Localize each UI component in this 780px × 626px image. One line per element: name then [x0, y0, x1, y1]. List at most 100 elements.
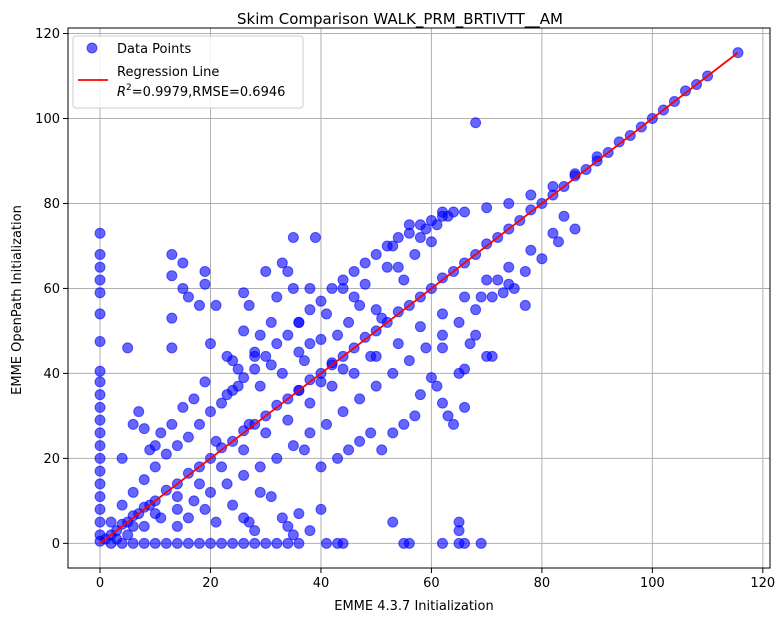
data-point [436, 342, 448, 354]
data-point [193, 299, 205, 311]
data-point [193, 537, 205, 549]
y-tick-label: 60 [43, 282, 60, 297]
data-point [282, 520, 294, 532]
data-point [182, 291, 194, 303]
data-point [94, 336, 106, 348]
data-point [182, 467, 194, 479]
data-point [332, 329, 344, 341]
data-point [359, 257, 371, 269]
y-ticks: 0 20 40 60 80 100 120 [35, 27, 68, 552]
data-point [436, 272, 448, 284]
data-point [414, 389, 426, 401]
data-point [271, 537, 283, 549]
data-point [459, 401, 471, 413]
data-point [547, 227, 559, 239]
data-point [199, 278, 211, 290]
data-point [293, 508, 305, 520]
data-point [94, 427, 106, 439]
data-point [525, 244, 537, 256]
data-point [127, 486, 139, 498]
data-point [464, 338, 476, 350]
x-tick-label: 80 [534, 576, 551, 591]
data-point [503, 197, 515, 209]
data-point [166, 418, 178, 430]
data-point [332, 452, 344, 464]
data-point [481, 274, 493, 286]
data-point [370, 304, 382, 316]
data-point [337, 537, 349, 549]
data-point [486, 291, 498, 303]
data-point [204, 406, 216, 418]
data-point [177, 401, 189, 413]
data-point [304, 282, 316, 294]
data-point [403, 537, 415, 549]
data-point [392, 261, 404, 273]
data-point [249, 537, 261, 549]
data-point [470, 304, 482, 316]
data-point [304, 374, 316, 386]
data-point [320, 308, 332, 320]
data-point [249, 363, 261, 375]
data-point [94, 274, 106, 286]
data-point [387, 240, 399, 252]
data-point [254, 486, 266, 498]
data-point [94, 414, 106, 426]
data-point [403, 355, 415, 367]
data-point [436, 397, 448, 409]
data-point [442, 210, 454, 222]
data-point [459, 206, 471, 218]
data-point [166, 270, 178, 282]
data-point [171, 491, 183, 503]
data-point [232, 380, 244, 392]
data-point [155, 427, 167, 439]
data-point [519, 265, 531, 277]
regression-line [99, 51, 739, 545]
data-point [348, 265, 360, 277]
data-point [94, 287, 106, 299]
x-axis-label: EMME 4.3.7 Initialization [334, 599, 493, 614]
data-point [116, 537, 128, 549]
data-point [287, 529, 299, 541]
data-point [149, 537, 161, 549]
data-point [94, 389, 106, 401]
data-point [265, 316, 277, 328]
data-point [182, 431, 194, 443]
data-point [177, 257, 189, 269]
data-point [204, 537, 216, 549]
data-point [94, 516, 106, 528]
legend-box [72, 35, 304, 109]
data-point [260, 265, 272, 277]
data-point [271, 338, 283, 350]
data-point [359, 331, 371, 343]
data-point [127, 418, 139, 430]
data-point [216, 537, 228, 549]
data-point [315, 461, 327, 473]
data-point [260, 427, 272, 439]
data-point [326, 380, 338, 392]
data-point [365, 350, 377, 362]
data-point [94, 376, 106, 388]
data-point [453, 316, 465, 328]
legend-points-marker [86, 42, 98, 54]
data-point [105, 516, 117, 528]
x-tick-label: 20 [202, 576, 219, 591]
legend-stats-suffix: =0.9979,RMSE=0.6946 [132, 85, 286, 100]
data-point [448, 418, 460, 430]
data-point [271, 399, 283, 411]
data-point [442, 410, 454, 422]
data-point [497, 287, 509, 299]
data-point [547, 180, 559, 192]
legend: Data Points Regression Line R2=0.9979,RM… [72, 35, 304, 109]
data-point [94, 440, 106, 452]
data-point [94, 478, 106, 490]
data-point [403, 219, 415, 231]
data-point [392, 338, 404, 350]
data-point [138, 474, 150, 486]
data-point [569, 223, 581, 235]
x-tick-label: 60 [423, 576, 440, 591]
chart-title: Skim Comparison WALK_PRM_BRTIVTT__AM [237, 10, 563, 29]
data-point [525, 189, 537, 201]
data-point [304, 525, 316, 537]
data-point [470, 329, 482, 341]
